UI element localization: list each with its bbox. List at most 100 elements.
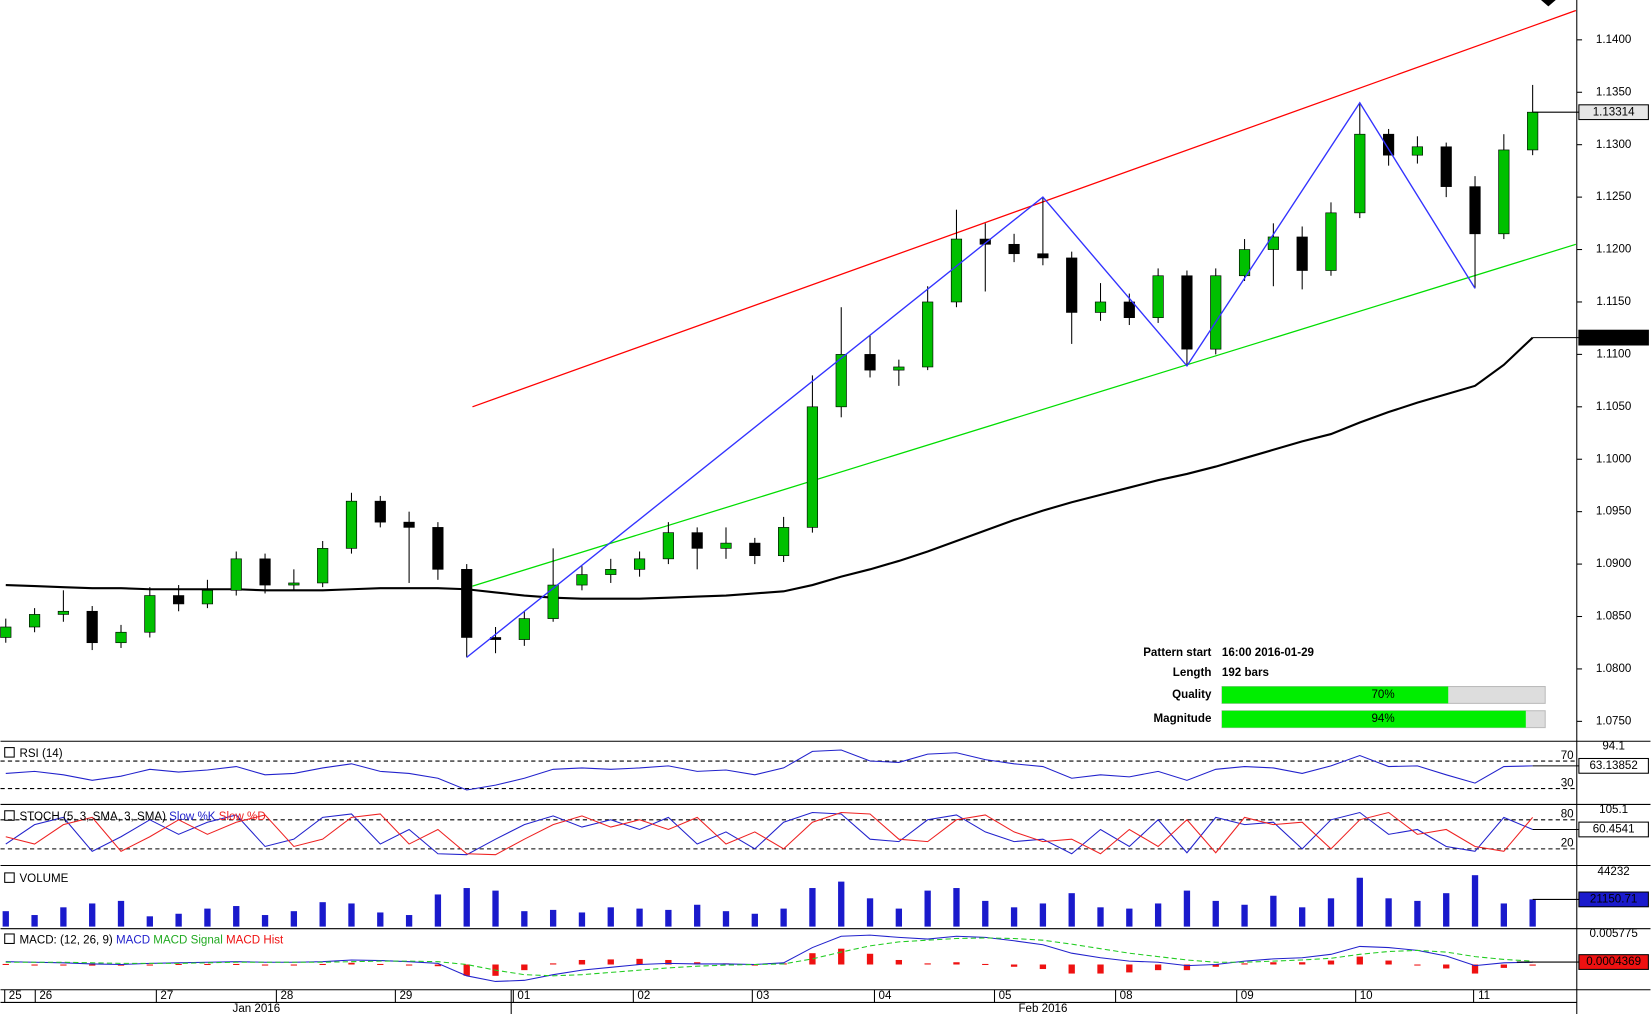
candle-body — [1037, 253, 1049, 259]
candle-body — [1383, 133, 1395, 156]
candle-body — [374, 500, 386, 523]
y-tick-label: 70 — [1561, 750, 1574, 762]
y-tick-label: 1.1100 — [1596, 348, 1631, 360]
macd-hist-bar — [60, 964, 67, 966]
macd-hist-bar — [1010, 964, 1018, 967]
line-series — [5, 811, 1534, 856]
value-label: 63.13852 — [1589, 760, 1637, 772]
volume-bar — [607, 907, 614, 927]
volume-bar — [405, 915, 413, 927]
panel-title: RSI (14) — [19, 748, 62, 760]
line-series — [5, 937, 1533, 977]
pattern-label: Magnitude — [1154, 713, 1212, 725]
y-tick-label: 1.0750 — [1596, 715, 1631, 727]
macd-hist-bar — [924, 963, 931, 965]
macd-hist-bar — [377, 963, 384, 965]
y-tick-label: 1.0900 — [1596, 558, 1631, 570]
y-tick-label: 94.1 — [1602, 741, 1625, 753]
x-tick-label: 05 — [999, 990, 1012, 1002]
macd-hist-bar — [434, 964, 442, 967]
x-tick-label: 29 — [399, 990, 412, 1002]
value-label: 21150.71 — [1590, 893, 1637, 905]
candle-body — [893, 366, 905, 371]
macd-hist-bar — [175, 963, 182, 965]
volume-bar — [809, 888, 816, 927]
macd-hist-bar — [89, 964, 96, 966]
volume-bar — [1500, 903, 1507, 927]
volume-bar — [1097, 907, 1104, 927]
value-label: 60.4541 — [1593, 824, 1635, 836]
volume-bar — [1068, 893, 1075, 927]
volume-bar — [1443, 893, 1450, 927]
volume-bar — [1154, 903, 1162, 927]
macd-hist-bar — [463, 964, 470, 976]
panel-icon — [4, 872, 15, 883]
macd-hist-bar — [117, 964, 125, 966]
macd-hist-bar — [636, 958, 643, 965]
x-tick-label: 28 — [280, 990, 293, 1002]
x-tick-label: 09 — [1241, 990, 1254, 1002]
y-tick-label: 1.1150 — [1596, 296, 1631, 308]
candle-body — [1411, 146, 1423, 156]
value-box — [1578, 104, 1649, 121]
candle-body — [864, 354, 876, 371]
macd-hist-bar — [549, 963, 557, 965]
volume-bar — [1270, 895, 1277, 927]
month-label: Feb 2016 — [1018, 1003, 1067, 1014]
macd-hist-bar — [1126, 964, 1133, 973]
volume-bar — [1529, 899, 1536, 927]
month-label: Jan 2016 — [233, 1003, 281, 1014]
macd-hist-bar — [290, 964, 298, 966]
volume-bar — [838, 881, 845, 927]
macd-hist-bar — [405, 964, 413, 966]
candle-body — [173, 595, 185, 605]
macd-hist-bar — [1500, 964, 1507, 968]
candle-body — [605, 569, 617, 575]
candle-body — [1325, 212, 1337, 271]
y-tick-label: 1.0850 — [1596, 611, 1631, 623]
y-tick-label: 1.1350 — [1596, 86, 1631, 98]
macd-hist-bar — [31, 964, 38, 966]
volume-bar — [290, 911, 298, 927]
pattern-label: Quality — [1172, 689, 1212, 701]
macd-hist-bar — [1385, 960, 1392, 965]
candle-body — [806, 406, 819, 528]
macd-title: MACD: (12, 26, 9) — [19, 934, 112, 946]
volume-bar — [895, 908, 903, 927]
volume-bar — [492, 890, 499, 927]
volume-bar — [924, 890, 931, 927]
candle-body — [144, 595, 156, 633]
candle-body — [1440, 146, 1452, 187]
volume-bar — [89, 903, 96, 927]
volume-bar — [117, 900, 125, 927]
candle-body — [201, 589, 214, 605]
candle-body — [1469, 186, 1481, 235]
macd-hist-bar — [895, 959, 903, 965]
candle-body — [576, 574, 588, 586]
candle-body — [403, 521, 415, 528]
candle-body — [1008, 243, 1020, 255]
y-tick-label: 1.1000 — [1596, 453, 1631, 465]
x-tick-label: 01 — [517, 990, 530, 1002]
x-tick-label: 25 — [9, 990, 22, 1002]
x-tick-label: 10 — [1360, 990, 1373, 1002]
volume-bar — [636, 908, 643, 927]
volume-bar — [463, 888, 470, 927]
panel-icon — [4, 810, 15, 821]
x-tick-label: 03 — [756, 990, 769, 1002]
candle-body — [1066, 257, 1078, 313]
x-tick-label: 26 — [39, 990, 52, 1002]
y-tick-label: 1.1400 — [1596, 34, 1631, 46]
scroll-marker — [1540, 0, 1556, 7]
macd-hist-bar — [261, 964, 269, 966]
chart-body: 1.1400 1.1350 1.1300 1.1250 1.1200 1.1150 1.11… — [0, 9, 1649, 1014]
volume-bar — [866, 898, 874, 927]
candle-body — [662, 532, 674, 560]
line-series — [5, 811, 1533, 856]
macd-hist-bar — [1183, 964, 1191, 971]
macd-hist-bar — [1356, 956, 1363, 965]
macd-hist-bar — [348, 962, 355, 965]
volume-bar — [261, 915, 269, 927]
x-tick-label: 04 — [879, 990, 892, 1002]
